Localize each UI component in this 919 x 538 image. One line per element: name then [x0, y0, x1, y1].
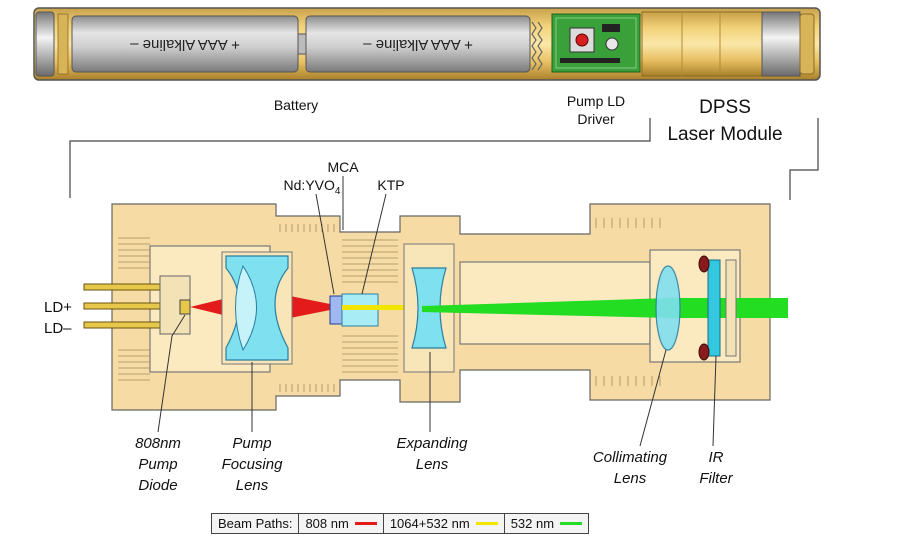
o-ring-bottom: [698, 343, 710, 361]
ndyvo4-crystal: [329, 295, 343, 325]
head-cap: [761, 11, 801, 77]
legend-item-532: 532 nm: [505, 514, 588, 533]
beam-1064-532nm: [342, 305, 422, 310]
expanding-lens-label-2: Lens: [416, 456, 449, 473]
tail-cap: [35, 11, 55, 77]
beam-paths-legend: Beam Paths: 808 nm 1064+532 nm 532 nm: [211, 513, 590, 534]
legend-swatch-1064-532: [475, 522, 498, 525]
legend-title: Beam Paths:: [212, 514, 300, 533]
expanding-lens-label-1: Expanding: [397, 435, 469, 452]
legend-item-1064-532-label: 1064+532 nm: [389, 516, 470, 531]
focusing-lens-label-2: Focusing: [222, 456, 284, 473]
battery-2: [305, 15, 531, 73]
leader-lines: [157, 314, 717, 447]
beam-532nm: [422, 298, 670, 318]
pump-diode-chip: [179, 299, 191, 315]
legend-item-1064-532: 1064+532 nm: [384, 514, 505, 533]
ld-minus-label: LD–: [44, 320, 72, 337]
ir-filter-label-2: Filter: [699, 470, 733, 487]
battery-spring: [531, 21, 543, 71]
legend-swatch-532: [560, 522, 583, 525]
flashlight-assembly: + AAA Alkaline – + AAA Alkaline –: [33, 7, 821, 81]
collimating-lens-label-2: Lens: [614, 470, 647, 487]
threads: [118, 218, 661, 392]
focusing-lens-label-1: Pump: [232, 435, 271, 452]
battery-1-label: + AAA Alkaline –: [130, 36, 240, 53]
focusing-lens-label-3: Lens: [236, 477, 269, 494]
module-bracket: [69, 118, 651, 198]
pump-ld-driver-label-line2: Driver: [577, 111, 615, 127]
module-bracket-right: [789, 118, 819, 200]
ld-plus-label: LD+: [44, 299, 72, 316]
mca-label: MCA: [327, 159, 359, 175]
driver-pcb: [551, 13, 641, 73]
ir-filter-label-1: IR: [709, 449, 724, 466]
legend-item-532-label: 532 nm: [510, 516, 555, 531]
laser-module-housing: [641, 11, 763, 77]
o-ring-top: [698, 255, 710, 273]
legend-item-808: 808 nm: [299, 514, 384, 533]
pump-diode-label-1: 808nm: [135, 435, 181, 452]
battery-2-label: + AAA Alkaline –: [363, 36, 473, 53]
battery-label: Battery: [274, 97, 318, 113]
pump-diode-label-2: Pump: [138, 456, 177, 473]
ir-filter: [707, 259, 721, 357]
legend-swatch-808: [354, 522, 377, 525]
dpss-label-line2: Laser Module: [667, 124, 782, 145]
ndyvo4-label: Nd:YVO4: [284, 177, 341, 197]
pump-diode-label-3: Diode: [138, 477, 177, 494]
dpss-label-line1: DPSS: [699, 97, 751, 118]
pump-ld-driver-label-line1: Pump LD: [567, 93, 625, 109]
legend-item-808-label: 808 nm: [305, 516, 349, 531]
ktp-label: KTP: [377, 177, 404, 193]
collimating-lens: [655, 265, 681, 351]
collimating-lens-label-1: Collimating: [593, 449, 668, 466]
